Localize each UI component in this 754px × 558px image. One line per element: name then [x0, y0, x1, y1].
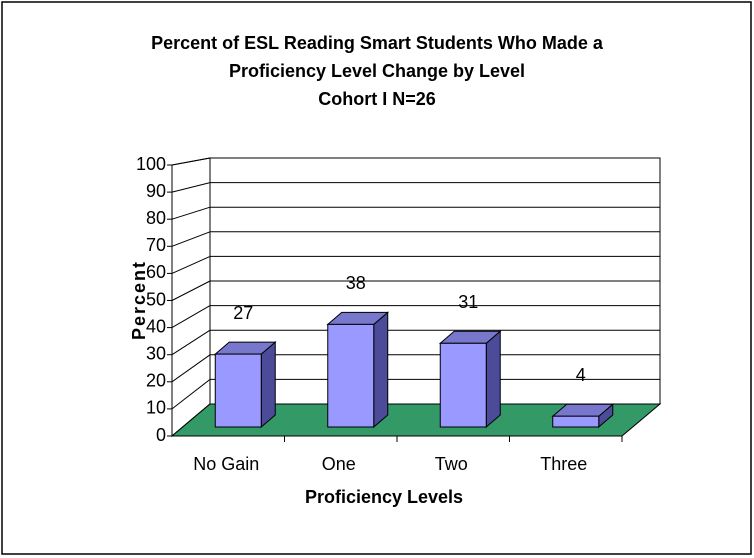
x-axis-label: Proficiency Levels — [305, 487, 463, 507]
y-tick-label: 70 — [146, 235, 166, 255]
y-tick-label: 0 — [156, 425, 166, 445]
value-label: 4 — [576, 365, 586, 385]
grid-line — [171, 305, 211, 329]
grid-line — [171, 255, 211, 274]
y-tick-label: 30 — [146, 343, 166, 363]
y-tick-label: 100 — [136, 154, 166, 174]
x-tick-label: Two — [435, 454, 468, 474]
y-tick-label: 50 — [146, 289, 166, 309]
y-tick-label: 60 — [146, 262, 166, 282]
grid-line — [171, 280, 211, 301]
grid-line — [171, 379, 211, 410]
y-tick-label: 40 — [146, 316, 166, 336]
bar — [552, 415, 600, 428]
bar — [439, 342, 487, 428]
grid-line — [171, 182, 211, 193]
bar-side — [373, 311, 389, 429]
grid-line — [171, 157, 211, 166]
chart-title: Proficiency Level Change by Level — [229, 61, 525, 81]
grid-line — [171, 231, 211, 247]
grid-line — [171, 329, 211, 356]
y-tick-label: 80 — [146, 208, 166, 228]
chart-title: Cohort I N=26 — [318, 89, 436, 109]
y-tick-label: 90 — [146, 181, 166, 201]
floor — [170, 403, 662, 437]
grid-line — [171, 206, 211, 220]
y-axis-label: Percent — [129, 260, 149, 340]
y-tick-label: 10 — [146, 398, 166, 418]
value-label: 38 — [346, 273, 366, 293]
x-tick-label: One — [322, 454, 356, 474]
bar-side — [485, 330, 501, 429]
x-tick-label: No Gain — [193, 454, 259, 474]
y-tick-label: 20 — [146, 371, 166, 391]
bar — [214, 353, 262, 428]
x-tick-label: Three — [540, 454, 587, 474]
value-label: 27 — [233, 303, 253, 323]
bar — [327, 323, 375, 428]
grid-line — [171, 354, 211, 383]
value-label: 31 — [458, 292, 478, 312]
chart-title: Percent of ESL Reading Smart Students Wh… — [151, 33, 604, 53]
bar-side — [260, 341, 276, 429]
